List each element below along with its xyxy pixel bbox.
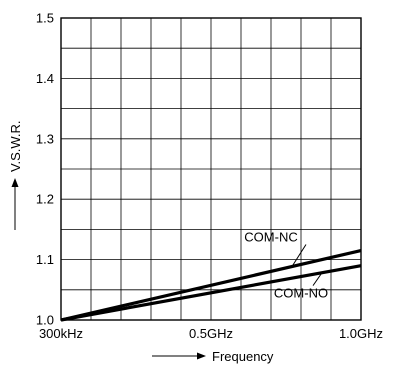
y-tick-label: 1.4 [36,71,54,86]
x-axis-label: Frequency [212,349,274,364]
annotation-label-com-no: COM-NO [274,286,328,301]
plot-frame [60,17,362,321]
annotation-leader-com-no [312,272,323,286]
annotation-label-com-nc: COM-NC [244,229,297,244]
x-tick-label: 300kHz [39,326,83,341]
series-group [60,248,362,322]
x-tick-label: 1.0GHz [339,326,383,341]
y-tick-label: 1.2 [36,192,54,207]
y-tick-labels: 1.0 1.1 1.2 1.3 1.4 1.5 [36,11,54,328]
x-tick-labels: 300kHz 0.5GHz 1.0GHz [39,326,383,341]
x-axis-arrow-head [197,352,206,360]
series-line-com-no [60,264,362,322]
y-tick-label: 1.0 [36,313,54,328]
grid-lines [61,18,361,320]
y-axis-label: V.S.W.R. [8,120,23,172]
annotations-group: COM-NC COM-NO [244,229,328,300]
y-axis-arrow-head [11,178,19,187]
series-line-com-nc [60,248,362,322]
y-tick-label: 1.3 [36,131,54,146]
y-axis-label-group: V.S.W.R. [8,120,23,230]
x-axis-label-group: Frequency [152,349,274,364]
y-tick-label: 1.5 [36,11,54,26]
y-tick-label: 1.1 [36,252,54,267]
annotation-leader-com-nc [291,244,307,267]
x-tick-label: 0.5GHz [189,326,233,341]
